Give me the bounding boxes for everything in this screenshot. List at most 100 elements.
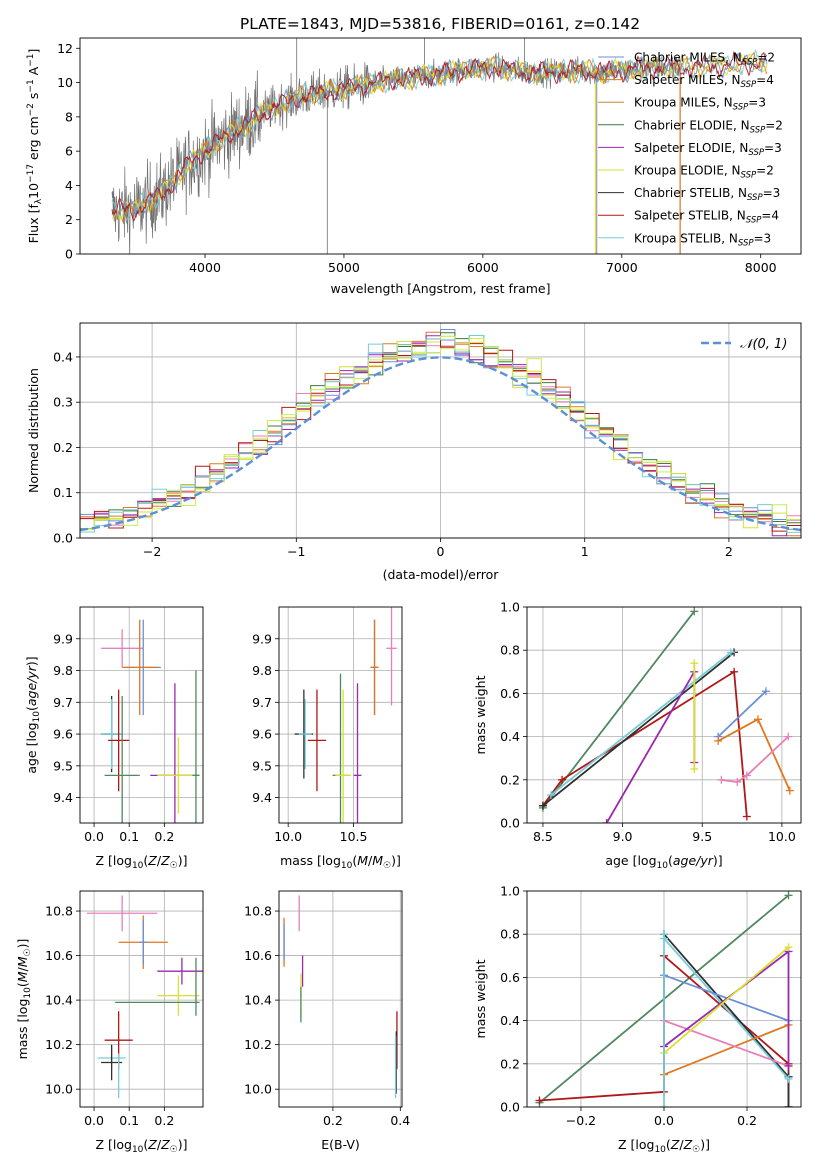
- y-tick-label: 0.8: [500, 643, 520, 658]
- x-tick-label: 0.1: [119, 1113, 139, 1128]
- axes-frame: [278, 606, 403, 824]
- axes-frame: [79, 890, 204, 1108]
- x-tick-label: −2: [143, 544, 161, 559]
- y-tick-label: 0.4: [500, 1013, 520, 1028]
- legend-label: Kroupa STELIB, NSSP=3: [634, 231, 771, 248]
- x-tick-label: 5000: [328, 260, 360, 275]
- x-tick-label: 10.5: [340, 829, 368, 844]
- x-axis-label: wavelength [Angstrom, rest frame]: [330, 281, 550, 296]
- x-axis-label: Z [log10(Z/Z☉)]: [618, 1137, 710, 1155]
- panel-mass_vs_ebv: 0.2 0.4 10.0 10.2 10.4 10.6 10.8 E(B-V): [244, 890, 410, 1152]
- observed-spectrum: [111, 52, 681, 254]
- x-tick-label: 6000: [467, 260, 499, 275]
- y-tick-label: 9.7: [53, 695, 73, 710]
- y-tick-label: 10.8: [45, 904, 73, 919]
- y-tick-label: 10.2: [244, 1037, 272, 1052]
- legend-label: Chabrier STELIB, NSSP=3: [634, 186, 780, 203]
- gaussian-curve: [80, 356, 801, 532]
- plot-area-spectrum: [111, 38, 768, 254]
- y-tick-label: 9.9: [252, 631, 272, 646]
- panel-age_vs_Z: 0.0 0.1 0.2 9.4 9.5 9.6 9.7 9.8 9.9 Z [log10(Z/Z☉…: [24, 606, 204, 871]
- weight-line-salpeter_miles: [663, 1024, 789, 1076]
- plot-area-mass_vs_ebv: [283, 895, 398, 1099]
- weight-line-kroupa_elodie: [663, 946, 790, 1054]
- panel-mass_weight_vs_Z: −0.2 0.0 0.2 0.0 0.2 0.4 0.6 0.8 1.0 Z [log10(Z/Z…: [473, 884, 802, 1155]
- x-tick-label: 0.2: [154, 829, 174, 844]
- x-axis-label: age [log10(age/yr)]: [605, 853, 722, 871]
- y-tick-label: 12: [57, 41, 73, 56]
- plot-area-residual_histogram: [80, 329, 801, 538]
- figure-title: PLATE=1843, MJD=53816, FIBERID=0161, z=0…: [240, 15, 640, 33]
- y-tick-label: 0.2: [53, 440, 73, 455]
- y-tick-label: 0.4: [53, 349, 73, 364]
- y-axis-label: Normed distribution: [26, 368, 41, 493]
- y-tick-label: 0.1: [53, 485, 73, 500]
- weight-line-extra_pink: [721, 735, 789, 783]
- x-tick-label: 8.5: [533, 829, 553, 844]
- y-tick-label: 0.2: [500, 772, 520, 787]
- y-tick-label: 0.6: [500, 970, 520, 985]
- plot-area-mass_weight_vs_Z: [535, 891, 793, 1107]
- y-tick-label: 9.5: [53, 758, 73, 773]
- axes-frame: [526, 606, 802, 824]
- x-tick-label: 10.0: [274, 829, 302, 844]
- panel-residual_histogram: −2 −1 0 1 2 0.0 0.1 0.2 0.3 0.4 𝒩(0, 1) (data-model…: [26, 322, 802, 582]
- y-axis-label: mass weight: [473, 675, 488, 754]
- plot-area-mass_vs_Z: [87, 895, 203, 1099]
- x-tick-label: 8000: [745, 260, 777, 275]
- y-axis-label: mass weight: [473, 959, 488, 1038]
- y-tick-label: 0: [65, 247, 73, 262]
- x-axis-label: Z [log10(Z/Z☉)]: [95, 1137, 187, 1155]
- x-tick-label: 0.2: [737, 1113, 757, 1128]
- x-tick-label: 7000: [606, 260, 638, 275]
- y-tick-label: 0.2: [500, 1056, 520, 1071]
- y-tick-label: 9.6: [53, 727, 73, 742]
- x-tick-label: 9.0: [613, 829, 633, 844]
- legend-label: Salpeter ELODIE, NSSP=3: [634, 141, 782, 158]
- y-tick-label: 10.8: [244, 904, 272, 919]
- x-tick-label: 2: [725, 544, 733, 559]
- model-spectrum-salpeter_stelib: [111, 50, 768, 222]
- y-tick-label: 0.6: [500, 686, 520, 701]
- y-axis-label: age [log10(age/yr)]: [24, 656, 42, 773]
- y-tick-label: 0.8: [500, 927, 520, 942]
- y-tick-label: 0.0: [500, 1100, 520, 1115]
- x-tick-label: 9.5: [692, 829, 712, 844]
- x-axis-label: E(B-V): [321, 1137, 360, 1152]
- y-tick-label: 6: [65, 144, 73, 159]
- y-tick-label: 10.4: [244, 993, 272, 1008]
- legend-label: Chabrier ELODIE, NSSP=2: [634, 118, 783, 135]
- model-spectrum-chabrier_miles: [111, 52, 768, 219]
- x-tick-label: 0.4: [390, 1113, 410, 1128]
- x-tick-label: −1: [287, 544, 305, 559]
- x-tick-label: 4000: [189, 260, 221, 275]
- legend-label: Chabrier MILES, NSSP=2: [634, 51, 775, 68]
- weight-line-chabrier_miles: [717, 690, 767, 738]
- x-tick-label: 0.2: [323, 1113, 343, 1128]
- y-tick-label: 10.6: [244, 948, 272, 963]
- y-tick-label: 9.4: [53, 790, 73, 805]
- y-axis-label: mass [log10(M/M☉)]: [15, 939, 33, 1060]
- histogram-kroupa_stelib: [80, 335, 801, 538]
- y-tick-label: 9.6: [252, 727, 272, 742]
- legend-label: 𝒩(0, 1): [740, 337, 787, 352]
- x-tick-label: 1: [581, 544, 589, 559]
- y-tick-label: 0.0: [500, 816, 520, 831]
- legend-label: Kroupa MILES, NSSP=3: [634, 96, 766, 113]
- weight-line-chabrier_stelib: [542, 651, 735, 807]
- weight-line-extra_pink: [663, 1019, 789, 1067]
- y-tick-label: 9.5: [252, 758, 272, 773]
- axes-frame: [278, 890, 403, 1108]
- weight-line-salpeter_elodie: [605, 668, 696, 823]
- panel-mass_weight_vs_age: 8.5 9.0 9.5 10.0 0.0 0.2 0.4 0.6 0.8 1.0 age [log1…: [473, 600, 802, 871]
- axes-frame: [79, 322, 802, 539]
- axes-frame: [526, 890, 802, 1108]
- panel-mass_vs_Z: 0.0 0.1 0.2 10.0 10.2 10.4 10.6 10.8 Z [log10(Z/…: [15, 890, 204, 1155]
- panel-spectrum: 4000 5000 6000 7000 8000 0 2 4 6 8 10 12 Chabrier MI…: [26, 37, 802, 296]
- weight-line-kroupa_stelib: [550, 651, 732, 796]
- y-tick-label: 9.4: [252, 790, 272, 805]
- x-tick-label: −0.2: [566, 1113, 596, 1128]
- x-axis-label: Z [log10(Z/Z☉)]: [95, 853, 187, 871]
- panel-age_vs_mass: 10.0 10.5 9.4 9.5 9.6 9.7 9.8 9.9 mass [log10(M/…: [252, 606, 403, 871]
